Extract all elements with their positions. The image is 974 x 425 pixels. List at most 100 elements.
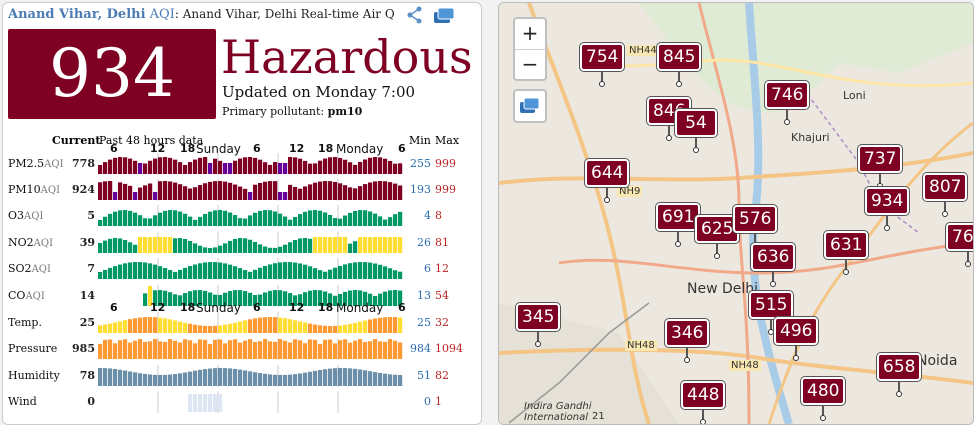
pollutant-label[interactable]: Humidity xyxy=(8,369,60,382)
hour-bar xyxy=(283,216,288,226)
aqi-link[interactable]: AQI xyxy=(149,7,175,22)
hour-bar xyxy=(138,373,143,386)
aqi-marker[interactable]: 845 xyxy=(657,43,702,87)
hour-bar xyxy=(348,342,353,359)
aqi-marker[interactable]: 636 xyxy=(751,243,796,287)
aqi-marker[interactable]: 576 xyxy=(733,205,778,249)
hour-bar xyxy=(123,370,128,386)
aqi-marker[interactable]: 54 xyxy=(675,109,717,153)
max-value: 1 xyxy=(435,395,442,408)
current-value: 7 xyxy=(87,262,95,275)
hour-bar xyxy=(98,325,103,333)
hour-bar xyxy=(258,244,263,253)
aqi-marker[interactable]: 691 xyxy=(656,203,701,247)
hour-bar xyxy=(233,238,238,253)
pollutant-label[interactable]: O3 xyxy=(8,209,25,222)
aqi-marker[interactable]: 737 xyxy=(858,145,903,189)
hour-bar xyxy=(213,158,218,174)
pollutant-label[interactable]: SO2 xyxy=(8,262,32,275)
sparkline-chart[interactable] xyxy=(98,285,403,307)
hour-bar xyxy=(318,325,323,333)
hour-bar xyxy=(113,322,118,333)
hour-bar xyxy=(378,264,383,279)
hour-bar xyxy=(228,323,233,333)
aqi-marker[interactable]: 766 xyxy=(946,223,973,267)
aqi-marker[interactable]: 448 xyxy=(681,381,726,424)
hour-bar xyxy=(223,324,228,333)
aqi-marker[interactable]: 754 xyxy=(580,43,625,87)
hour-bar xyxy=(298,238,303,253)
hour-bar xyxy=(223,163,228,174)
map-view[interactable]: + − New Delhi Noida Loni Khajuri NH44 NH… xyxy=(498,2,974,425)
hour-bar xyxy=(273,162,278,174)
sparkline-chart[interactable] xyxy=(98,338,403,360)
hour-bar xyxy=(323,181,328,200)
hour-bar xyxy=(213,325,218,333)
aqi-marker-value: 644 xyxy=(585,159,630,187)
aqi-marker[interactable]: 658 xyxy=(877,353,922,397)
zoom-out-button[interactable]: − xyxy=(515,49,545,80)
hour-bar xyxy=(223,343,228,359)
hour-bar xyxy=(263,246,268,253)
aqi-marker[interactable]: 346 xyxy=(665,319,710,363)
station-name-link[interactable]: Anand Vihar, Delhi xyxy=(8,7,146,22)
sparkline-chart[interactable] xyxy=(98,258,403,280)
hour-bar xyxy=(353,290,358,306)
hour-bar xyxy=(278,317,283,333)
aqi-marker-value: 345 xyxy=(516,303,561,331)
hour-bar xyxy=(378,293,383,306)
hour-bar xyxy=(313,268,318,279)
max-value: 999 xyxy=(435,183,456,196)
aqi-marker[interactable]: 625 xyxy=(695,215,740,259)
sparkline-chart[interactable] xyxy=(98,391,403,413)
hour-bar xyxy=(263,339,268,359)
hour-bar xyxy=(218,368,223,386)
aqi-marker[interactable]: 631 xyxy=(824,231,869,275)
hour-bar xyxy=(243,157,248,174)
pollutant-label[interactable]: CO xyxy=(8,289,26,302)
hour-bar xyxy=(183,293,188,306)
hour-bar xyxy=(163,210,168,226)
aqi-marker[interactable]: 934 xyxy=(865,187,910,231)
hour-bar xyxy=(218,339,223,359)
hour-bar xyxy=(313,290,318,306)
pollutant-label[interactable]: PM10 xyxy=(8,183,41,196)
hour-bar xyxy=(273,181,278,200)
sparkline-chart[interactable] xyxy=(98,365,403,387)
map-label-new-delhi: New Delhi xyxy=(687,281,759,297)
hour-bar xyxy=(228,264,233,279)
pollutant-label[interactable]: Wind xyxy=(8,395,37,408)
zoom-in-button[interactable]: + xyxy=(521,21,539,45)
pollutant-row-no2: NO2AQI 39 26 81 xyxy=(3,230,479,256)
aqi-marker[interactable]: 644 xyxy=(585,159,630,203)
aqi-marker[interactable]: 515 xyxy=(749,291,794,335)
aqi-marker-value: 691 xyxy=(656,203,701,231)
aqi-marker[interactable]: 345 xyxy=(516,303,561,347)
hour-bar xyxy=(353,262,358,279)
layers-icon[interactable] xyxy=(432,7,456,25)
pollutant-label[interactable]: PM2.5 xyxy=(8,157,45,170)
aqi-marker[interactable]: 746 xyxy=(765,81,810,125)
sparkline-chart[interactable] xyxy=(98,179,403,201)
sparkline-chart[interactable] xyxy=(98,205,403,227)
sparkline-chart[interactable] xyxy=(98,312,403,334)
pollutant-label[interactable]: Temp. xyxy=(8,316,42,329)
aqi-marker[interactable]: 480 xyxy=(801,377,846,421)
hour-bar xyxy=(218,181,223,200)
sparkline-chart[interactable] xyxy=(98,153,403,175)
hour-bar xyxy=(173,159,178,174)
hour-bar xyxy=(173,374,178,386)
hour-bar xyxy=(368,341,373,359)
pollutant-label[interactable]: NO2 xyxy=(8,236,34,249)
map-layers-button[interactable] xyxy=(513,89,547,123)
hour-bar xyxy=(178,342,183,359)
marker-pin xyxy=(668,125,671,137)
pollutant-label[interactable]: Pressure xyxy=(8,342,58,355)
sparkline-chart[interactable] xyxy=(98,232,403,254)
aqi-marker[interactable]: 496 xyxy=(774,317,819,361)
aqi-marker[interactable]: 807 xyxy=(923,173,968,217)
aqi-marker-value: 480 xyxy=(801,377,846,405)
marker-dot xyxy=(599,81,606,87)
time-tick-label: 6 xyxy=(110,142,118,155)
share-icon[interactable] xyxy=(405,6,425,24)
